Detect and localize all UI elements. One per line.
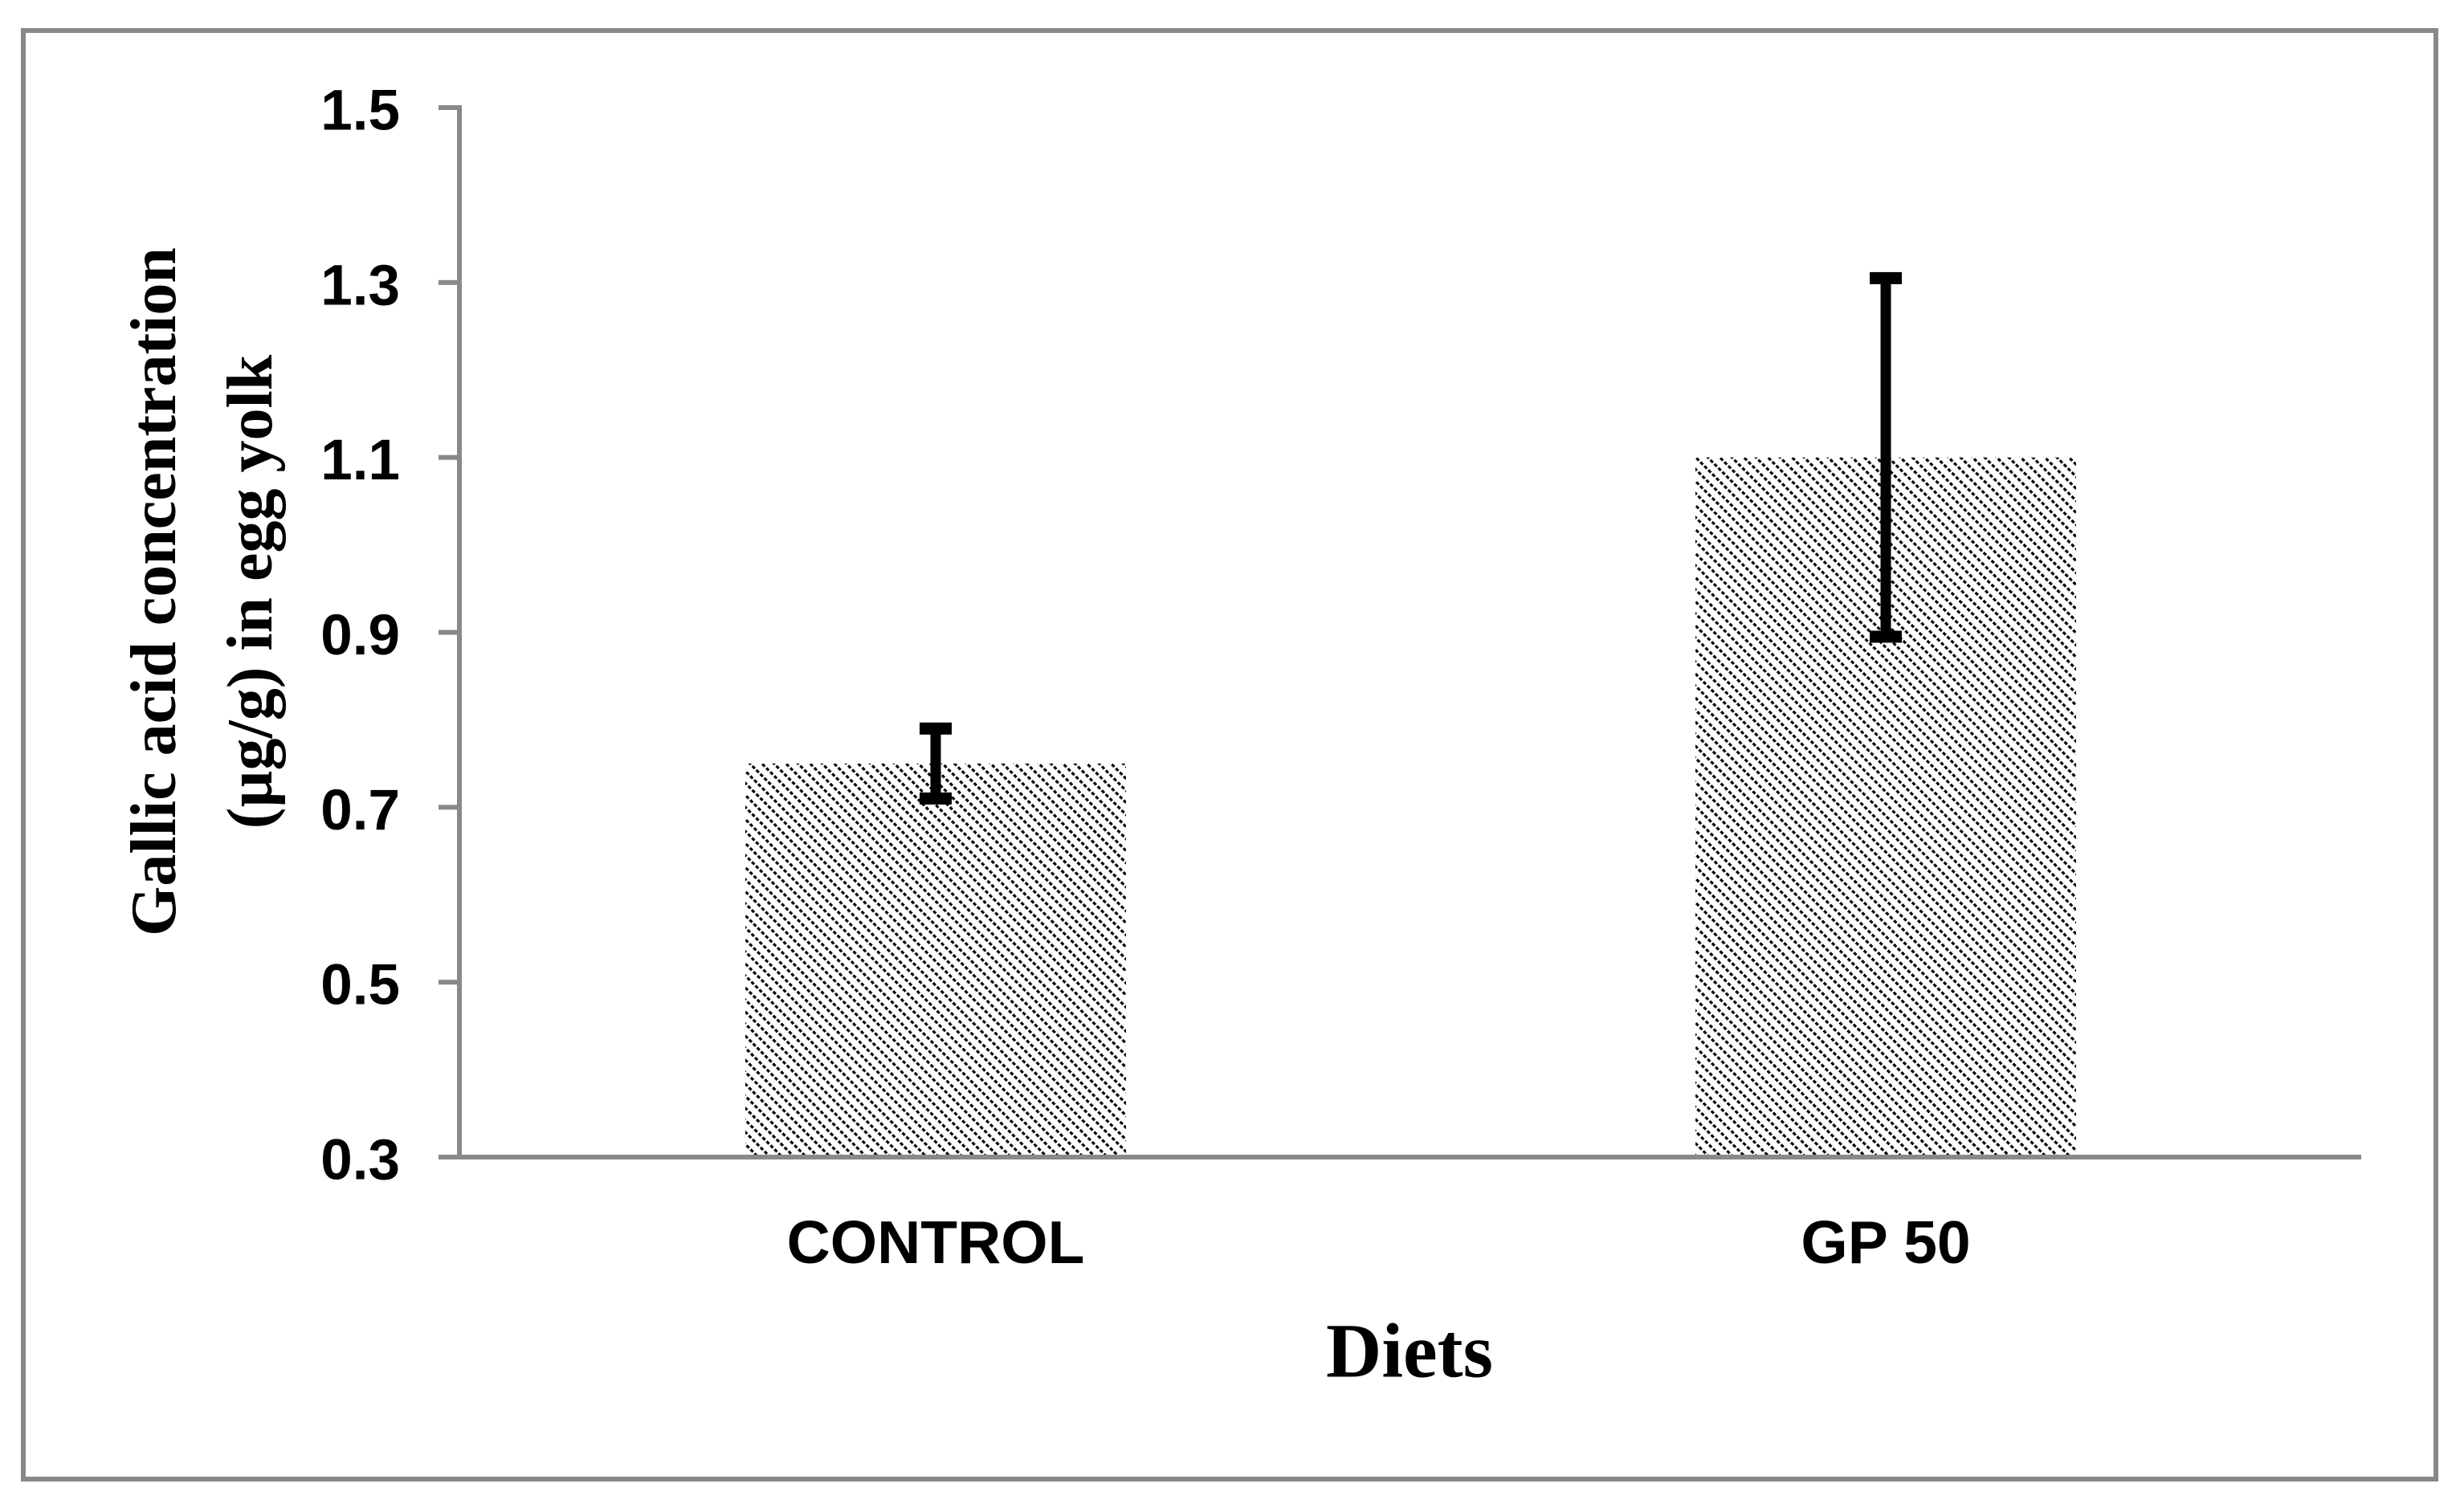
- y-axis-title-line-2: (µg/g) in egg yolk: [215, 354, 286, 829]
- y-axis-title: Gallic acid concentration (µg/g) in egg y…: [119, 247, 286, 936]
- bar-control: [745, 763, 1126, 1156]
- y-tick-label-1.5: 1.5: [320, 79, 400, 143]
- y-tick-label-0.7: 0.7: [320, 779, 400, 842]
- x-category-label-gp-50: GP 50: [1801, 1208, 1970, 1276]
- error-bar-stem: [1880, 278, 1891, 637]
- figure-border: [21, 28, 2438, 1481]
- error-bar-control: [920, 722, 952, 805]
- y-axis-tick: [439, 279, 459, 285]
- y-tick-label-0.9: 0.9: [320, 604, 400, 667]
- error-bar-cap-bottom: [920, 792, 952, 805]
- x-category-label-control: CONTROL: [787, 1208, 1085, 1276]
- x-axis-title: Diets: [1326, 1308, 1493, 1394]
- bar-rect: [745, 763, 1126, 1156]
- y-tick-label-0.3: 0.3: [320, 1129, 400, 1192]
- y-tick-label-0.5: 0.5: [320, 954, 400, 1017]
- y-axis-tick: [439, 805, 459, 810]
- error-bar-cap-top: [1870, 271, 1902, 284]
- x-axis-line: [439, 1155, 2361, 1159]
- error-bar-gp-50: [1870, 271, 1902, 643]
- error-bar-cap-top: [920, 722, 952, 735]
- y-axis-tick: [439, 105, 459, 110]
- y-tick-label-1.3: 1.3: [320, 254, 400, 317]
- error-bar-cap-bottom: [1870, 630, 1902, 643]
- y-tick-label-1.1: 1.1: [320, 429, 400, 492]
- y-axis-tick: [439, 630, 459, 635]
- y-axis-tick: [439, 1155, 459, 1159]
- y-axis-tick: [439, 980, 459, 985]
- error-bar-stem: [930, 728, 941, 799]
- y-axis-title-line-1: Gallic acid concentration: [119, 247, 190, 936]
- y-axis-tick: [439, 454, 459, 460]
